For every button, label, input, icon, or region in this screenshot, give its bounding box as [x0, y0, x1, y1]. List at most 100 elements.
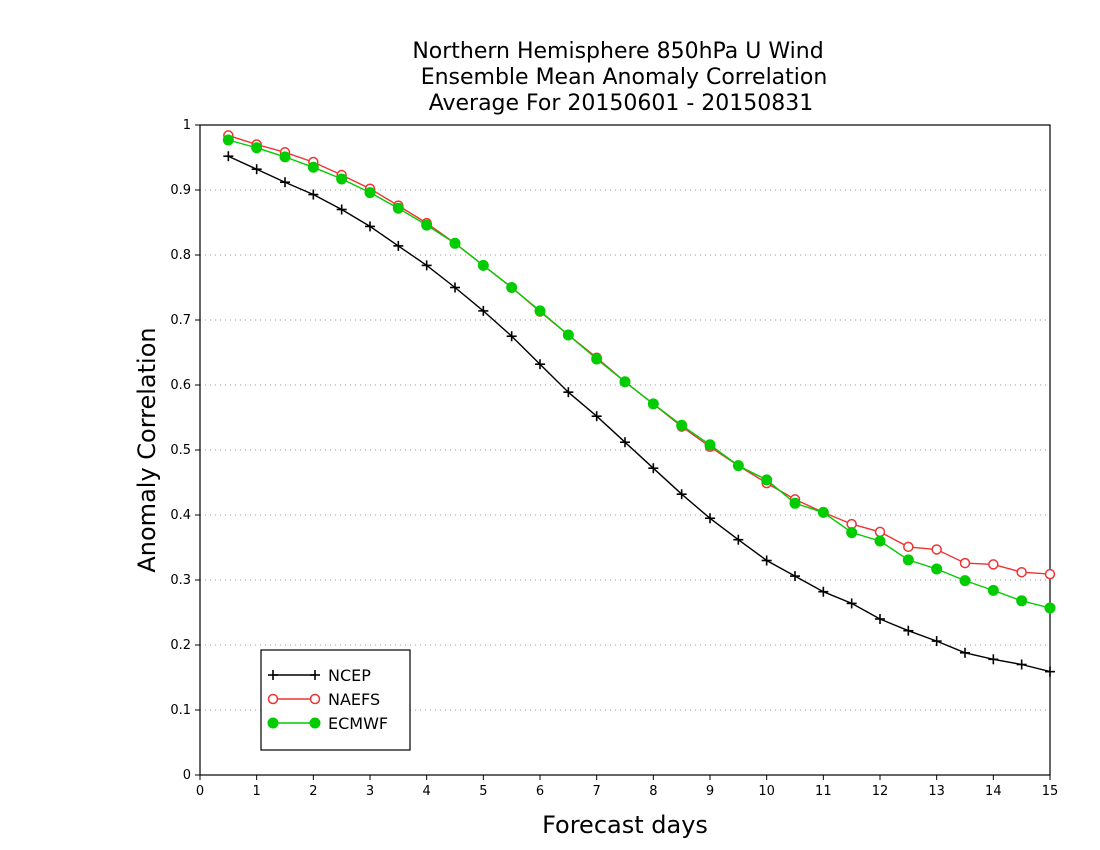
series-line-naefs	[228, 134, 1051, 575]
x-tick-label: 10	[758, 784, 775, 799]
point-ncep	[903, 625, 914, 636]
y-tick-label: 0.7	[170, 313, 191, 328]
point-ecmwf	[931, 563, 943, 575]
point-ecmwf	[761, 474, 773, 486]
y-tick-label: 0.4	[170, 508, 191, 523]
point-ecmwf	[1016, 595, 1028, 607]
x-tick-label: 11	[815, 784, 832, 799]
point-ncep	[818, 586, 829, 597]
point-ecmwf	[392, 202, 404, 214]
x-tick-label: 0	[196, 784, 204, 799]
title-line-3: Average For 20150601 - 20150831	[429, 91, 814, 116]
point-ecmwf	[534, 305, 546, 317]
y-tick-label: 0.6	[170, 378, 191, 393]
point-ncep	[591, 411, 602, 422]
point-ncep	[450, 282, 460, 293]
point-ncep	[988, 654, 999, 665]
series-layer	[222, 130, 1056, 677]
x-tick-label: 2	[309, 784, 317, 799]
legend-marker-ecmwf	[309, 717, 321, 729]
x-tick-label: 9	[706, 784, 714, 799]
point-ncep	[648, 463, 659, 474]
point-ncep	[336, 204, 347, 215]
point-naefs	[1044, 568, 1056, 580]
x-tick-label: 15	[1042, 784, 1059, 799]
legend-marker-naefs	[267, 693, 279, 705]
y-tick-label: 0.9	[170, 183, 191, 198]
point-ecmwf	[251, 142, 263, 154]
point-ecmwf	[421, 219, 433, 231]
y-tick-label: 0.3	[170, 573, 191, 588]
x-tick-label: 6	[536, 784, 544, 799]
point-ncep	[705, 513, 715, 524]
point-ecmwf	[222, 134, 234, 146]
point-ncep	[790, 571, 800, 582]
point-ncep	[1016, 659, 1027, 670]
point-naefs	[931, 544, 942, 555]
point-naefs	[1016, 566, 1027, 578]
y-tick-label: 0.1	[170, 703, 191, 718]
point-ncep	[223, 151, 234, 162]
point-naefs	[903, 541, 914, 553]
point-ncep	[506, 331, 517, 342]
x-tick-label: 3	[366, 784, 374, 799]
point-ecmwf	[817, 506, 829, 518]
point-ecmwf	[279, 151, 291, 163]
point-ncep	[365, 221, 375, 232]
x-tick-label: 12	[872, 784, 889, 799]
series-line-ecmwf	[228, 139, 1051, 609]
legend-box	[260, 649, 411, 751]
point-ecmwf	[647, 398, 659, 410]
point-ecmwf	[619, 376, 631, 388]
point-ecmwf	[364, 187, 376, 199]
point-ncep	[1045, 666, 1055, 677]
point-ecmwf	[789, 497, 801, 509]
point-ncep	[478, 305, 489, 316]
point-naefs	[959, 557, 971, 569]
point-ecmwf	[562, 329, 574, 341]
point-ncep	[620, 437, 630, 448]
legend-label-ecmwf: ECMWF	[328, 714, 388, 733]
y-tick-label: 1	[183, 118, 191, 133]
point-naefs	[988, 559, 999, 570]
y-tick-label: 0	[183, 768, 191, 783]
point-ecmwf	[959, 575, 971, 587]
series-ecmwf	[222, 134, 1056, 614]
point-ncep	[563, 387, 574, 398]
point-ncep	[251, 164, 262, 175]
point-ecmwf	[874, 535, 886, 547]
legend-marker-ncep	[310, 670, 320, 680]
point-ncep	[931, 636, 942, 647]
point-ecmwf	[477, 259, 489, 271]
x-tick-label: 5	[479, 784, 487, 799]
point-ecmwf	[591, 353, 603, 365]
legend-item-naefs: NAEFS	[267, 690, 380, 709]
point-ecmwf	[732, 460, 744, 472]
x-tick-label: 1	[253, 784, 261, 799]
x-tick-label: 7	[593, 784, 601, 799]
y-axis-label: Anomaly Correlation	[133, 327, 161, 572]
point-ecmwf	[987, 584, 999, 596]
series-naefs	[223, 130, 1056, 580]
title-line-2: Ensemble Mean Anomaly Correlation	[421, 65, 828, 90]
point-ecmwf	[336, 173, 348, 185]
legend-marker-ecmwf	[267, 717, 279, 729]
point-ncep	[421, 260, 432, 271]
point-ecmwf	[676, 419, 688, 431]
point-ecmwf	[902, 554, 914, 566]
x-tick-label: 13	[928, 784, 945, 799]
series-ncep	[223, 151, 1055, 677]
legend: NCEP NAEFS ECMWF	[260, 649, 411, 751]
legend-marker-ncep	[268, 670, 278, 680]
point-ncep	[393, 240, 404, 251]
point-ncep	[875, 614, 885, 624]
point-ecmwf	[846, 527, 858, 539]
point-ecmwf	[704, 439, 716, 451]
point-ecmwf	[506, 282, 518, 293]
legend-marker-naefs	[309, 693, 321, 705]
x-axis-label: Forecast days	[542, 811, 708, 839]
axis-ticks: 00.10.20.30.40.50.60.70.80.910 1 2 3 4 5 6 7 8 9 1…	[170, 118, 1058, 799]
chart-title: Northern Hemisphere 850hPa U Wind Ensemb…	[412, 39, 827, 116]
point-ecmwf	[449, 237, 461, 249]
